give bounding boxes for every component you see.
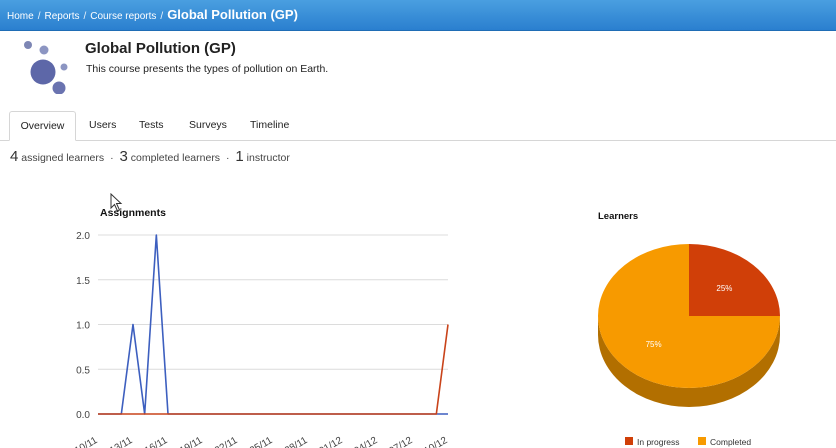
- mouse-pointer-icon: [110, 193, 123, 212]
- legend-swatch: [698, 437, 706, 445]
- tab-tests[interactable]: Tests: [139, 119, 164, 131]
- course-stats: 4 assigned learners · 3 completed learne…: [10, 148, 290, 165]
- assignments-chart-title: Assignments: [100, 207, 166, 219]
- x-tick-label: 28/11: [283, 435, 310, 448]
- instructor-label: instructor: [246, 152, 290, 164]
- breadcrumb-separator: /: [160, 11, 164, 22]
- x-tick-label: 16/11: [143, 435, 170, 448]
- assigned-count: 4: [10, 148, 19, 165]
- course-title: Global Pollution (GP): [85, 40, 236, 57]
- instructor-count: 1: [235, 148, 244, 165]
- tab-timeline[interactable]: Timeline: [250, 119, 290, 131]
- x-tick-label: 01/12: [317, 435, 345, 448]
- legend-swatch: [625, 437, 633, 445]
- x-tick-label: 19/11: [178, 435, 205, 448]
- stats-separator: ·: [110, 152, 114, 164]
- breadcrumb-reports[interactable]: Reports: [44, 11, 80, 22]
- x-tick-label: 10/11: [73, 435, 100, 448]
- x-tick-label: 13/11: [108, 435, 135, 448]
- y-tick-label: 2.0: [76, 231, 90, 242]
- assignments-line-chart: Assignments 0.0 0.5 1.0 1.5 2.0 10/11 13/11 16…: [73, 207, 450, 448]
- tab-bar: Overview Users Tests Surveys Timeline: [0, 111, 836, 141]
- tab-users[interactable]: Users: [89, 119, 117, 131]
- breadcrumb: Home / Reports / Course reports / Global Pollu…: [7, 0, 298, 30]
- completed-count: 3: [119, 148, 128, 165]
- x-tick-label: 07/12: [387, 435, 415, 448]
- x-tick-label: 22/11: [213, 435, 240, 448]
- learners-pie-chart: Learners 25% 75% In progress Completed: [598, 211, 780, 447]
- course-bubbles-icon: [24, 41, 68, 94]
- pie-slice-label: 25%: [716, 284, 732, 293]
- legend-label: In progress: [637, 437, 680, 447]
- x-tick-label: 25/11: [248, 435, 275, 448]
- breadcrumb-separator: /: [37, 11, 41, 22]
- x-tick-label: 04/12: [352, 435, 380, 448]
- y-tick-label: 0.5: [76, 365, 90, 376]
- legend-label: Completed: [710, 437, 751, 447]
- tab-overview[interactable]: Overview: [9, 111, 76, 141]
- pie-side-2: [598, 316, 780, 407]
- x-tick-label: 10/12: [422, 435, 450, 448]
- assigned-label: assigned learners: [21, 152, 105, 164]
- pie-slice-1: [689, 244, 780, 316]
- course-description: This course presents the types of pollut…: [86, 63, 329, 75]
- breadcrumb-current: Global Pollution (GP): [167, 7, 298, 22]
- stats-separator: ·: [225, 152, 230, 164]
- breadcrumb-home[interactable]: Home: [7, 11, 34, 22]
- y-tick-label: 0.0: [76, 410, 90, 421]
- breadcrumb-separator: /: [83, 11, 87, 22]
- breadcrumb-bar: Home / Reports / Course reports / Global Pollu…: [0, 0, 836, 31]
- completed-label: completed learners: [130, 152, 221, 164]
- y-tick-label: 1.5: [76, 276, 90, 287]
- pie-slice-label: 75%: [646, 340, 662, 349]
- y-tick-label: 1.0: [76, 321, 90, 332]
- pie-slice-2: [598, 244, 780, 388]
- tab-surveys[interactable]: Surveys: [189, 119, 227, 131]
- learners-chart-title: Learners: [598, 211, 638, 222]
- series-line-2: [98, 324, 449, 415]
- breadcrumb-course-reports[interactable]: Course reports: [90, 11, 157, 22]
